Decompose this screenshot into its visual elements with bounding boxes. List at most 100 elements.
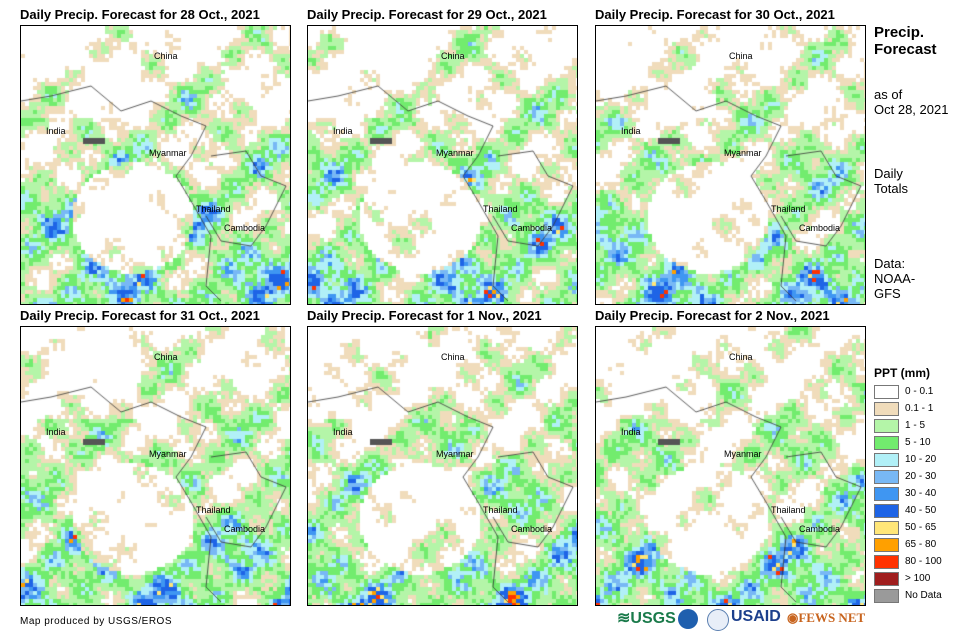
legend-swatch xyxy=(874,520,899,535)
precip-raster xyxy=(596,26,865,304)
as-of-date: Oct 28, 2021 xyxy=(874,102,949,117)
usaid-logo: USAID xyxy=(731,608,781,625)
legend-item: 30 - 40 xyxy=(874,485,942,502)
legend-swatch xyxy=(874,571,899,586)
country-label-china: China xyxy=(154,352,178,362)
country-label-india: India xyxy=(46,126,66,136)
country-label-myanmar: Myanmar xyxy=(724,449,762,459)
precip-map: China India Myanmar Thailand Cambodia xyxy=(595,25,866,305)
precip-raster xyxy=(21,327,290,605)
precip-raster xyxy=(308,327,577,605)
legend-label: 80 - 100 xyxy=(905,556,942,567)
totals-line: Totals xyxy=(874,181,908,196)
country-label-thailand: Thailand xyxy=(196,204,231,214)
country-label-myanmar: Myanmar xyxy=(436,449,474,459)
legend-label: 20 - 30 xyxy=(905,471,937,482)
country-label-myanmar: Myanmar xyxy=(149,148,187,158)
legend-label: 1 - 5 xyxy=(905,420,926,431)
legend-swatch xyxy=(874,452,899,467)
totals-line: Daily xyxy=(874,166,903,181)
credit: Map produced by USGS/EROS xyxy=(20,616,173,627)
legend-item: 65 - 80 xyxy=(874,536,942,553)
noaa-logo xyxy=(678,609,698,629)
panel-title: Daily Precip. Forecast for 1 Nov., 2021 xyxy=(307,308,542,323)
legend-label: 0 - 0.1 xyxy=(905,386,934,397)
data-line: GFS xyxy=(874,286,901,301)
legend-label: 30 - 40 xyxy=(905,488,937,499)
country-label-cambodia: Cambodia xyxy=(511,524,553,534)
legend-item: 1 - 5 xyxy=(874,417,942,434)
panel-title: Daily Precip. Forecast for 31 Oct., 2021 xyxy=(20,308,260,323)
country-label-thailand: Thailand xyxy=(483,505,518,515)
as-of-label: as of xyxy=(874,87,903,102)
country-label-thailand: Thailand xyxy=(771,505,806,515)
country-label-china: China xyxy=(154,51,178,61)
legend-swatch xyxy=(874,554,899,569)
country-label-china: China xyxy=(729,51,753,61)
country-label-cambodia: Cambodia xyxy=(224,524,266,534)
legend-item: 0.1 - 1 xyxy=(874,400,942,417)
legend-swatch xyxy=(874,503,899,518)
legend-swatch xyxy=(874,588,899,603)
country-label-cambodia: Cambodia xyxy=(511,223,553,233)
legend-item: 20 - 30 xyxy=(874,468,942,485)
legend-label: 5 - 10 xyxy=(905,437,931,448)
legend-item: > 100 xyxy=(874,570,942,587)
country-label-cambodia: Cambodia xyxy=(799,524,841,534)
precip-map: China India Myanmar Thailand Cambodia xyxy=(20,326,291,606)
legend-label: 50 - 65 xyxy=(905,522,937,533)
legend-item: 80 - 100 xyxy=(874,553,942,570)
legend-label: > 100 xyxy=(905,573,931,584)
side-title-line: Precip. xyxy=(874,24,925,41)
country-label-china: China xyxy=(729,352,753,362)
country-label-india: India xyxy=(621,126,641,136)
data-line: NOAA- xyxy=(874,271,916,286)
precip-map: China India Myanmar Thailand Cambodia xyxy=(307,326,578,606)
panel-title: Daily Precip. Forecast for 28 Oct., 2021 xyxy=(20,7,260,22)
legend-item: 0 - 0.1 xyxy=(874,383,942,400)
legend-label: 10 - 20 xyxy=(905,454,937,465)
data-line: Data: xyxy=(874,256,906,271)
legend-item: No Data xyxy=(874,587,942,604)
country-label-cambodia: Cambodia xyxy=(224,223,266,233)
legend-item: 40 - 50 xyxy=(874,502,942,519)
panel-title: Daily Precip. Forecast for 29 Oct., 2021 xyxy=(307,7,547,22)
legend-item: 5 - 10 xyxy=(874,434,942,451)
legend-label: 0.1 - 1 xyxy=(905,403,934,414)
country-label-china: China xyxy=(441,352,465,362)
side-title: Precip. Forecast xyxy=(874,24,937,58)
legend-label: 65 - 80 xyxy=(905,539,937,550)
panel-title: Daily Precip. Forecast for 30 Oct., 2021 xyxy=(595,7,835,22)
legend-swatch xyxy=(874,469,899,484)
precip-raster xyxy=(308,26,577,304)
country-label-myanmar: Myanmar xyxy=(149,449,187,459)
legend-swatch xyxy=(874,401,899,416)
country-label-thailand: Thailand xyxy=(771,204,806,214)
legend-swatch xyxy=(874,537,899,552)
country-label-india: India xyxy=(333,126,353,136)
country-label-myanmar: Myanmar xyxy=(436,148,474,158)
legend-swatch xyxy=(874,418,899,433)
usaid-seal xyxy=(707,609,729,631)
usgs-logo: ≋USGS xyxy=(617,610,676,627)
legend-item: 10 - 20 xyxy=(874,451,942,468)
legend-label: 40 - 50 xyxy=(905,505,937,516)
as-of: as of Oct 28, 2021 xyxy=(874,87,948,117)
legend-item: 50 - 65 xyxy=(874,519,942,536)
precip-raster xyxy=(596,327,865,605)
country-label-china: China xyxy=(441,51,465,61)
precip-map: China India Myanmar Thailand Cambodia xyxy=(595,326,866,606)
precip-map: China India Myanmar Thailand Cambodia xyxy=(20,25,291,305)
country-label-thailand: Thailand xyxy=(483,204,518,214)
legend-label: No Data xyxy=(905,590,942,601)
precip-map: China India Myanmar Thailand Cambodia xyxy=(307,25,578,305)
legend-swatch xyxy=(874,384,899,399)
legend-title: PPT (mm) xyxy=(874,366,931,380)
country-label-india: India xyxy=(46,427,66,437)
data-source: Data: NOAA- GFS xyxy=(874,256,915,301)
country-label-myanmar: Myanmar xyxy=(724,148,762,158)
fews-net-logo: ◉FEWS NET xyxy=(787,610,866,625)
legend: PPT (mm) 0 - 0.1 0.1 - 1 1 - 5 5 - 10 10 - 2… xyxy=(874,366,942,604)
legend-swatch xyxy=(874,435,899,450)
